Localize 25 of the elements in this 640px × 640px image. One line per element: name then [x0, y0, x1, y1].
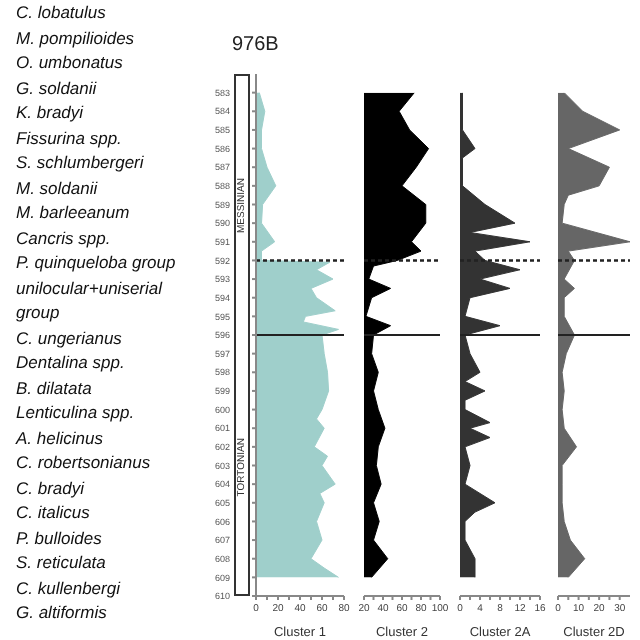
- text: O. umbonatus: [14, 50, 125, 75]
- text: P. bulloides: [14, 525, 104, 550]
- text: K. bradyi: [14, 100, 86, 125]
- text: A. helicinus: [13, 425, 105, 450]
- text: C. ungerianus: [14, 325, 124, 350]
- chart-title: 976B: [232, 34, 279, 56]
- text: M. soldanii: [14, 175, 100, 200]
- text: S. schlumbergeri: [14, 150, 146, 175]
- text: S. reticulata: [14, 550, 108, 575]
- text: C. kullenbergi: [14, 575, 123, 600]
- text: M. barleeanum: [14, 200, 132, 225]
- text: C. lobatulus: [14, 0, 108, 25]
- text: Cancris spp.: [14, 225, 113, 250]
- text: G. altiformis: [14, 600, 109, 625]
- text: M. pompilioides: [14, 25, 137, 50]
- text: Dentalina spp.: [14, 350, 127, 375]
- text: P. quinqueloba group: [14, 250, 178, 275]
- text: unilocular+uniserial group: [14, 275, 165, 325]
- text: Fissurina spp.: [14, 125, 124, 150]
- text: G. soldanii: [14, 75, 99, 100]
- text: C. bradyi: [14, 475, 87, 500]
- text: B. dilatata: [14, 375, 94, 400]
- text: C. italicus: [14, 500, 92, 525]
- text: Lenticulina spp.: [14, 400, 137, 425]
- text: C. robertsonianus: [14, 450, 153, 475]
